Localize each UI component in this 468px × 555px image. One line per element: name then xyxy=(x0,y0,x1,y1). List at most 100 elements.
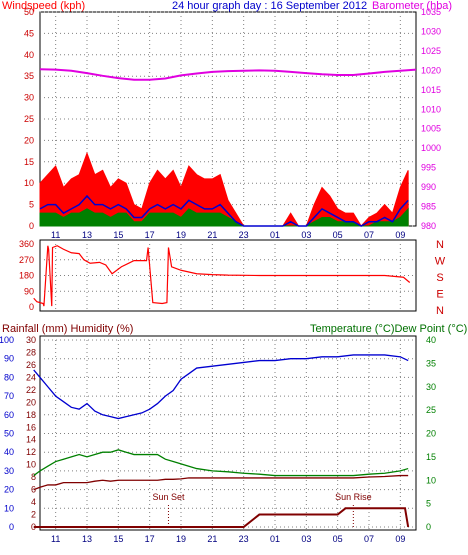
rain-tick-label: 2 xyxy=(31,510,36,520)
direction-tick-label: 180 xyxy=(19,271,34,281)
windspeed-x-tick-label: 17 xyxy=(145,230,155,240)
barometer-ticks: 980 985 990 995 1000 1005 1010 1015 1020 1025 1030… xyxy=(421,7,441,231)
windspeed-x-tick-label: 09 xyxy=(395,230,405,240)
windspeed-tick-label: 40 xyxy=(24,50,34,60)
wind-gust-area xyxy=(39,151,409,227)
temperature-x-tick-label: 23 xyxy=(239,534,249,544)
barometer-tick-label: 1030 xyxy=(421,26,441,36)
rain-tick-label: 28 xyxy=(26,347,36,357)
rain-tick-label: 16 xyxy=(26,422,36,432)
rain-tick-label: 0 xyxy=(31,522,36,532)
direction-tick-label: 0 xyxy=(29,302,34,312)
chart-title: 24 hour graph day : 16 September 2012 xyxy=(172,0,367,12)
rain-tick-label: 18 xyxy=(26,410,36,420)
rain-tick-label: 30 xyxy=(26,335,36,345)
compass-label: N xyxy=(436,305,444,317)
humidity-tick-label: 80 xyxy=(4,372,14,382)
direction-series xyxy=(33,245,411,307)
barometer-tick-label: 1035 xyxy=(421,7,441,17)
barometer-tick-label: 980 xyxy=(421,221,436,231)
temperature-tick-label: 30 xyxy=(426,382,436,392)
temperature-tick-label: 35 xyxy=(426,358,436,368)
temperature-x-ticks: 11 13 15 17 19 21 23 01 03 05 07 09 xyxy=(51,534,405,544)
rain-tick-label: 4 xyxy=(31,497,36,507)
temperature-line xyxy=(33,449,409,477)
rain-tick-label: 22 xyxy=(26,385,36,395)
barometer-tick-label: 1025 xyxy=(421,46,441,56)
direction-tick-label: 90 xyxy=(24,286,34,296)
rain-tick-label: 14 xyxy=(26,435,36,445)
windspeed-tick-label: 35 xyxy=(24,71,34,81)
temperature-x-tick-label: 07 xyxy=(364,534,374,544)
rain-tick-label: 20 xyxy=(26,397,36,407)
rain-tick-label: 12 xyxy=(26,447,36,457)
sun-annotation-label: Sun Rise xyxy=(335,492,372,502)
windspeed-series xyxy=(39,151,409,227)
barometer-tick-label: 1005 xyxy=(421,124,441,134)
humidity-tick-label: 90 xyxy=(4,354,14,364)
temperature-x-tick-label: 19 xyxy=(176,534,186,544)
rain-tick-label: 26 xyxy=(26,360,36,370)
direction-ticks: 0 90 180 270 360 xyxy=(19,239,34,312)
humidity-tick-label: 60 xyxy=(4,410,14,420)
barometer-tick-label: 1010 xyxy=(421,104,441,114)
humidity-tick-label: 10 xyxy=(4,503,14,513)
windspeed-tick-label: 30 xyxy=(24,93,34,103)
direction-tick-label: 360 xyxy=(19,239,34,249)
temperature-ticks: 0 5 10 15 20 25 30 35 40 xyxy=(426,335,436,532)
humidity-tick-label: 20 xyxy=(4,485,14,495)
sun-annotation-label: Sun Set xyxy=(152,492,185,502)
compass-label: S xyxy=(436,272,443,284)
windspeed-tick-label: 0 xyxy=(29,221,34,231)
humidity-tick-label: 50 xyxy=(4,429,14,439)
temperature-tick-label: 20 xyxy=(426,429,436,439)
rain-humidity-axis-label: Rainfall (mm) Humidity (%) xyxy=(2,323,133,335)
temperature-x-tick-label: 13 xyxy=(82,534,92,544)
humidity-tick-label: 100 xyxy=(0,335,14,345)
windspeed-tick-label: 50 xyxy=(24,7,34,17)
humidity-tick-label: 40 xyxy=(4,447,14,457)
barometer-tick-label: 1020 xyxy=(421,65,441,75)
temperature-x-tick-label: 15 xyxy=(113,534,123,544)
windspeed-x-tick-label: 03 xyxy=(301,230,311,240)
compass-label: E xyxy=(436,289,443,301)
humidity-tick-label: 0 xyxy=(9,522,14,532)
windspeed-x-tick-label: 15 xyxy=(113,230,123,240)
temperature-tick-label: 40 xyxy=(426,335,436,345)
rainfall-line xyxy=(33,507,410,528)
wind-average-line xyxy=(39,194,409,227)
dew-point-line xyxy=(33,474,409,491)
temperature-tick-label: 15 xyxy=(426,452,436,462)
windspeed-x-tick-label: 07 xyxy=(364,230,374,240)
humidity-ticks: 0 10 20 30 40 50 60 70 80 90 100 xyxy=(0,335,14,532)
windspeed-tick-label: 45 xyxy=(24,28,34,38)
windspeed-tick-label: 10 xyxy=(24,178,34,188)
windspeed-x-tick-label: 19 xyxy=(176,230,186,240)
humidity-tick-label: 30 xyxy=(4,466,14,476)
humidity-tick-label: 70 xyxy=(4,391,14,401)
windspeed-x-tick-label: 13 xyxy=(82,230,92,240)
barometer-tick-label: 985 xyxy=(421,202,436,212)
windspeed-ticks: 0 5 10 15 20 25 30 35 40 45 50 xyxy=(24,7,34,231)
temperature-tick-label: 25 xyxy=(426,405,436,415)
temperature-tick-label: 0 xyxy=(426,522,431,532)
temp-dew-axis-label: Temperature (°C)Dew Point (°C) xyxy=(310,323,467,335)
temperature-x-tick-label: 05 xyxy=(333,534,343,544)
wind-direction-line xyxy=(33,245,411,307)
windspeed-x-tick-label: 11 xyxy=(51,230,60,240)
temperature-x-tick-label: 01 xyxy=(270,534,280,544)
barometer-tick-label: 990 xyxy=(421,182,436,192)
barometer-axis-label: Barometer (hba) xyxy=(372,0,452,12)
windspeed-tick-label: 20 xyxy=(24,135,34,145)
direction-tick-label: 270 xyxy=(19,255,34,265)
temperature-x-tick-label: 11 xyxy=(51,534,60,544)
barometer-line xyxy=(39,68,417,81)
humidity-line xyxy=(33,354,409,420)
temperature-series xyxy=(33,354,410,528)
temperature-x-tick-label: 09 xyxy=(395,534,405,544)
rain-tick-label: 6 xyxy=(31,485,36,495)
